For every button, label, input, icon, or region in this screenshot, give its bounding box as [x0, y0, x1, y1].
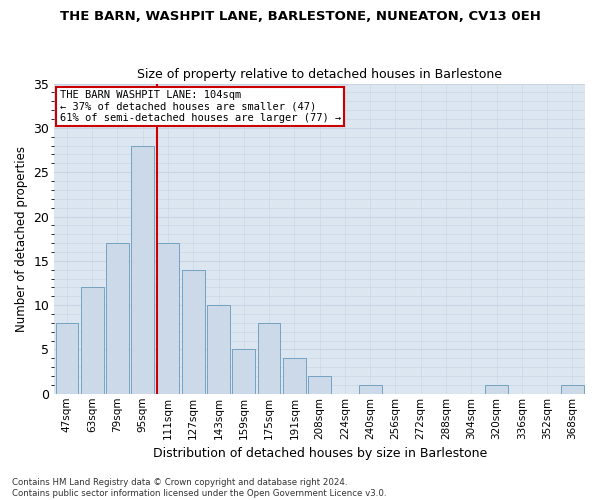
Bar: [207, 305, 230, 394]
Bar: [283, 358, 306, 394]
Bar: [157, 243, 179, 394]
X-axis label: Distribution of detached houses by size in Barlestone: Distribution of detached houses by size …: [152, 447, 487, 460]
Bar: [359, 385, 382, 394]
Text: Contains HM Land Registry data © Crown copyright and database right 2024.
Contai: Contains HM Land Registry data © Crown c…: [12, 478, 386, 498]
Bar: [81, 288, 104, 394]
Y-axis label: Number of detached properties: Number of detached properties: [15, 146, 28, 332]
Bar: [485, 385, 508, 394]
Bar: [232, 350, 255, 394]
Bar: [308, 376, 331, 394]
Bar: [106, 243, 129, 394]
Bar: [561, 385, 584, 394]
Bar: [131, 146, 154, 394]
Title: Size of property relative to detached houses in Barlestone: Size of property relative to detached ho…: [137, 68, 502, 81]
Text: THE BARN, WASHPIT LANE, BARLESTONE, NUNEATON, CV13 0EH: THE BARN, WASHPIT LANE, BARLESTONE, NUNE…: [59, 10, 541, 23]
Bar: [182, 270, 205, 394]
Bar: [258, 323, 280, 394]
Text: THE BARN WASHPIT LANE: 104sqm
← 37% of detached houses are smaller (47)
61% of s: THE BARN WASHPIT LANE: 104sqm ← 37% of d…: [59, 90, 341, 123]
Bar: [56, 323, 78, 394]
